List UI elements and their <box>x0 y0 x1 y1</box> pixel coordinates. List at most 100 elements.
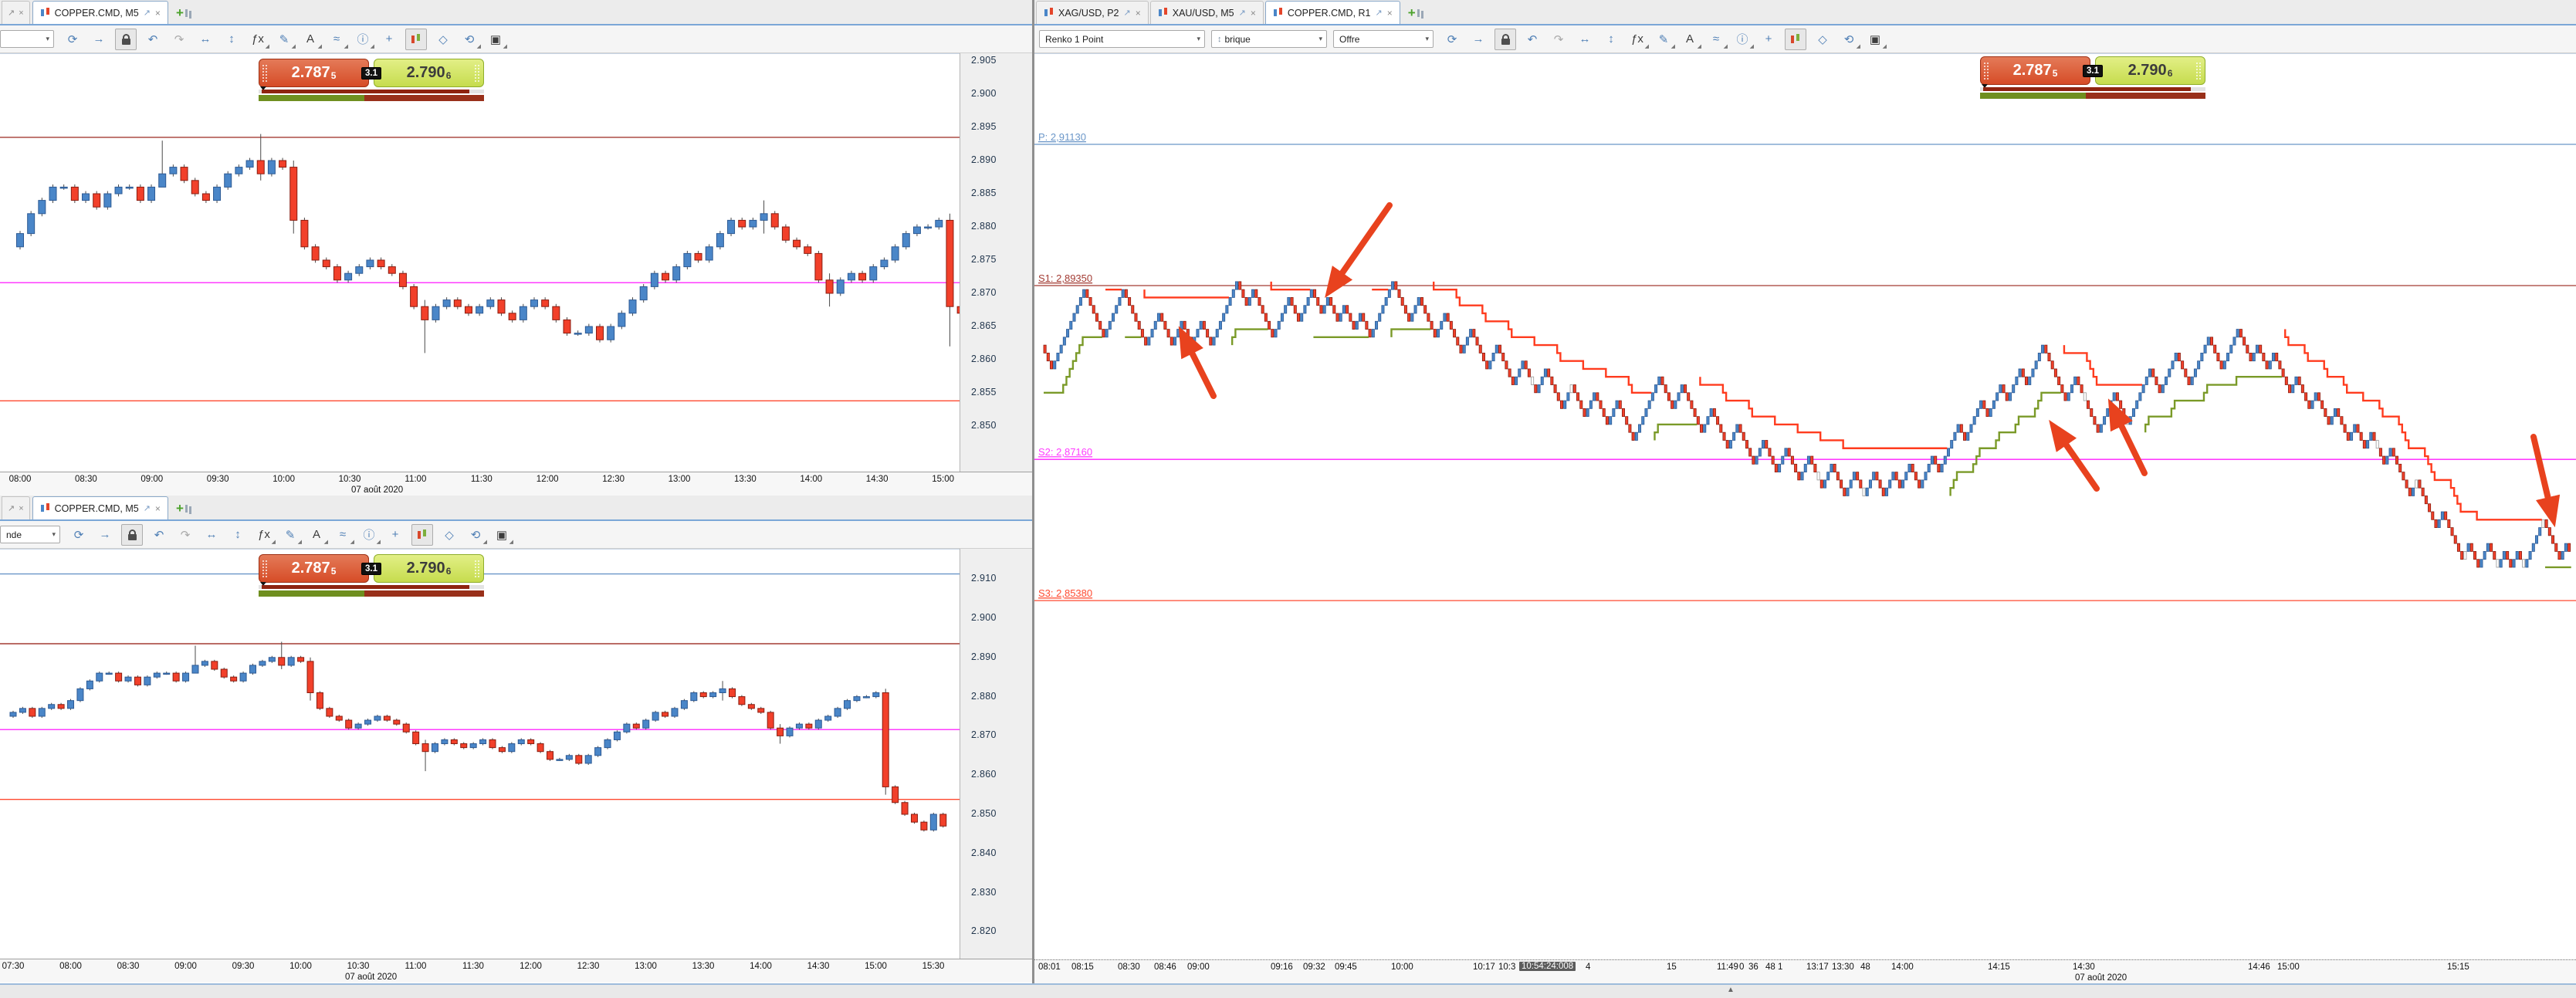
candlestick-chart[interactable] <box>0 54 960 472</box>
redo-icon[interactable]: ↷ <box>1553 32 1564 46</box>
v-zoom-icon[interactable]: ↕ <box>235 528 241 541</box>
tab-copper-cmd-m5[interactable]: COPPER.CMD, M5 ↗ × <box>32 496 168 519</box>
undo-icon[interactable]: ↶ <box>154 528 164 542</box>
buy-button[interactable]: 2.790 6 <box>374 59 484 87</box>
info-icon[interactable]: ⓘ ◢ <box>363 529 381 545</box>
crosshair-icon[interactable]: + <box>1765 32 1772 46</box>
goto-end-icon[interactable]: → <box>93 32 105 46</box>
tab-xag-usd-p2[interactable]: XAG/USD, P2 ↗ × <box>1036 1 1149 24</box>
price-axis[interactable]: 2.905 2.900 2.895 2.890 2.885 2.880 2.875 2.870… <box>960 53 1032 472</box>
renko-chart[interactable]: P: 2,91130 S1: 2,89350 S2: 2,87160 S3: 2,85… <box>1034 54 2576 960</box>
external-window-icon[interactable]: ↗ <box>1123 8 1131 18</box>
tab-copper-cmd-r1[interactable]: COPPER.CMD, R1 ↗ × <box>1264 1 1400 24</box>
save-icon[interactable]: ▣ ◢ <box>496 528 513 545</box>
functions-icon[interactable]: ƒx ◢ <box>258 528 276 545</box>
text-icon[interactable]: A ◢ <box>1685 32 1701 49</box>
functions-icon[interactable]: ƒx ◢ <box>1631 32 1649 49</box>
undo-icon[interactable]: ↶ <box>1527 32 1538 46</box>
goto-end-icon[interactable]: → <box>1472 32 1484 46</box>
close-icon[interactable]: × <box>1250 7 1256 19</box>
refresh-all-icon[interactable]: ⟲ ◢ <box>1843 32 1860 49</box>
time-axis[interactable]: 08:00 08:30 09:00 09:30 10:00 10:30 11:00 11:30… <box>0 472 1032 496</box>
draw-icon[interactable]: ✎ ◢ <box>285 528 302 545</box>
lock-icon[interactable] <box>1494 28 1516 50</box>
external-window-icon[interactable]: ↗ <box>8 8 15 18</box>
timeframe-dropdown[interactable]: ▾ <box>0 30 54 48</box>
objects-icon[interactable]: ◇ <box>1818 32 1827 46</box>
timeframe-dropdown[interactable]: nde ▾ <box>0 526 60 543</box>
tab-stub[interactable]: ↗ × <box>2 496 30 519</box>
add-chart-button[interactable]: + <box>170 2 194 24</box>
close-icon[interactable]: × <box>154 502 161 514</box>
close-icon[interactable]: × <box>1135 7 1141 19</box>
indicators-icon[interactable]: ≈ ◢ <box>333 32 348 49</box>
redo-icon[interactable]: ↷ <box>180 528 191 542</box>
lock-icon[interactable] <box>121 523 143 546</box>
close-icon[interactable]: × <box>19 503 24 513</box>
price-axis[interactable]: 2.910 2.900 2.890 2.880 2.870 2.860 2.850 2.840… <box>960 549 1032 959</box>
external-window-icon[interactable]: ↗ <box>8 504 15 513</box>
marker-triangle-icon <box>260 582 266 586</box>
text-icon[interactable]: A ◢ <box>312 528 328 545</box>
objects-icon[interactable]: ◇ <box>438 32 448 46</box>
info-icon[interactable]: ⓘ ◢ <box>1736 33 1754 49</box>
v-zoom-icon[interactable]: ↕ <box>228 32 235 46</box>
info-icon[interactable]: ⓘ ◢ <box>357 33 374 49</box>
chart-type-icon[interactable] <box>1785 28 1806 50</box>
draw-icon[interactable]: ✎ ◢ <box>1658 32 1675 49</box>
external-window-icon[interactable]: ↗ <box>143 8 151 18</box>
refresh-icon[interactable]: ⟳ <box>67 32 78 46</box>
close-icon[interactable]: × <box>1386 7 1393 19</box>
add-chart-button[interactable]: + <box>1402 2 1426 24</box>
save-icon[interactable]: ▣ ◢ <box>1869 32 1887 49</box>
lock-icon[interactable] <box>115 28 137 50</box>
external-window-icon[interactable]: ↗ <box>143 504 151 513</box>
sell-button[interactable]: 2.787 5 <box>259 59 369 87</box>
close-icon[interactable]: × <box>154 7 161 19</box>
draw-icon[interactable]: ✎ ◢ <box>279 32 296 49</box>
redo-icon[interactable]: ↷ <box>174 32 184 46</box>
undo-icon[interactable]: ↶ <box>147 32 158 46</box>
sell-button[interactable]: 2.787 5 <box>259 554 369 583</box>
time-axis[interactable]: 08:01 08:15 08:30 08:46 09:00 09:16 09:32 09:45… <box>1034 959 2576 983</box>
buy-button[interactable]: 2.790 6 <box>374 554 484 583</box>
panel-splitter[interactable] <box>1032 0 1034 983</box>
indicators-icon[interactable]: ≈ ◢ <box>1712 32 1728 49</box>
chart-type-icon[interactable] <box>405 28 427 50</box>
external-window-icon[interactable]: ↗ <box>1375 8 1383 18</box>
indicators-icon[interactable]: ≈ ◢ <box>339 528 354 545</box>
close-icon[interactable]: × <box>19 8 24 18</box>
save-icon[interactable]: ▣ ◢ <box>489 32 507 49</box>
dropdown-brique[interactable]: ↕ brique ▾ <box>1211 30 1327 48</box>
refresh-icon[interactable]: ⟳ <box>73 528 84 542</box>
tab-stub[interactable]: ↗ × <box>2 1 30 24</box>
refresh-icon[interactable]: ⟳ <box>1447 32 1457 46</box>
refresh-all-icon[interactable]: ⟲ ◢ <box>470 528 487 545</box>
objects-icon[interactable]: ◇ <box>445 528 454 542</box>
dropdown-renko-1-point[interactable]: Renko 1 Point ▾ <box>1039 30 1205 48</box>
tab-xau-usd-m5[interactable]: XAU/USD, M5 ↗ × <box>1149 1 1264 24</box>
tab-copper-cmd-m5[interactable]: COPPER.CMD, M5 ↗ × <box>32 1 168 24</box>
chart-type-icon[interactable] <box>411 523 433 546</box>
time-axis[interactable]: 07:30 08:00 08:30 09:00 09:30 10:00 10:30 11:00… <box>0 959 1032 983</box>
external-window-icon[interactable]: ↗ <box>1238 8 1246 18</box>
chart-canvas[interactable]: 2.787 5 3.1 2.790 6 <box>0 53 960 472</box>
crosshair-icon[interactable]: + <box>391 528 399 541</box>
v-zoom-icon[interactable]: ↕ <box>1608 32 1614 46</box>
h-zoom-icon[interactable]: ↔ <box>199 32 212 46</box>
refresh-all-icon[interactable]: ⟲ ◢ <box>464 32 481 49</box>
text-icon[interactable]: A ◢ <box>306 32 322 49</box>
add-chart-button[interactable]: + <box>170 497 194 519</box>
candlestick-chart[interactable] <box>0 550 960 959</box>
goto-end-icon[interactable]: → <box>99 528 111 541</box>
chart-canvas[interactable]: P: 2,91130 S1: 2,89350 S2: 2,87160 S3: 2,85… <box>1034 53 2576 959</box>
dropdown-offre[interactable]: Offre ▾ <box>1333 30 1434 48</box>
buy-button[interactable]: 2.790 6 <box>2095 56 2205 85</box>
chart-canvas[interactable]: 2.787 5 3.1 2.790 6 <box>0 549 960 959</box>
h-zoom-icon[interactable]: ↔ <box>1579 32 1591 46</box>
scroll-up-icon[interactable]: ▲ <box>1727 986 1735 994</box>
h-zoom-icon[interactable]: ↔ <box>205 528 218 541</box>
sell-button[interactable]: 2.787 5 <box>1980 56 2090 85</box>
crosshair-icon[interactable]: + <box>385 32 393 46</box>
functions-icon[interactable]: ƒx ◢ <box>252 32 269 49</box>
